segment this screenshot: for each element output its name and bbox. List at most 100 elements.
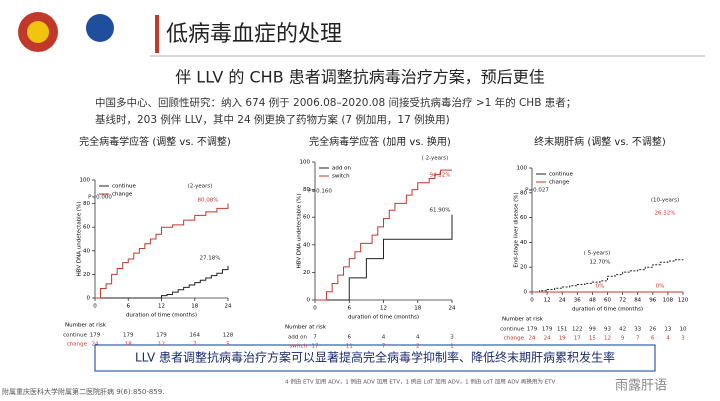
chart-title: 完全病毒学应答 (调整 vs. 不调整) xyxy=(79,135,231,148)
intro: 中国多中心、回顾性研究：纳入 674 例于 2006.08–2020.08 间接… xyxy=(95,96,576,109)
legend-label: continue xyxy=(549,172,574,178)
y-axis-label: HBV DNA undetectable (%) xyxy=(77,202,83,277)
x-tick-label: 60 xyxy=(604,298,611,304)
y-tick-label: 60 xyxy=(83,225,90,231)
risk-value: 93 xyxy=(604,327,611,333)
annotation: 0% xyxy=(656,284,665,290)
x-tick-label: 18 xyxy=(414,306,421,312)
risk-value: 179 xyxy=(123,333,134,339)
x-tick-label: 18 xyxy=(191,304,198,310)
risk-value: 26 xyxy=(649,327,656,333)
legend-label: change xyxy=(112,192,133,198)
logo xyxy=(86,14,114,42)
risk-value: 13 xyxy=(664,327,671,333)
y-axis-label: HBV DNA undetectable (%) xyxy=(297,194,303,269)
step-line xyxy=(315,214,453,301)
x-tick-label: 6 xyxy=(127,304,131,310)
x-tick-label: 24 xyxy=(225,304,232,310)
annotation: P<0.000 xyxy=(88,195,112,201)
y-tick-label: 100 xyxy=(300,160,311,166)
y-tick-label: 80 xyxy=(520,190,527,196)
x-tick-label: 0 xyxy=(93,304,97,310)
annotation: ( 2-years) xyxy=(422,156,449,162)
risk-value: 7 xyxy=(313,335,317,341)
risk-value: 7 xyxy=(193,342,197,348)
annotation: ( 5-years) xyxy=(584,251,611,257)
risk-value: 3 xyxy=(450,335,454,341)
annotation: 94.12% xyxy=(430,173,451,179)
risk-value: 122 xyxy=(572,327,583,333)
risk-value: 19 xyxy=(559,336,566,342)
y-tick-label: 100 xyxy=(517,166,528,172)
title-mark xyxy=(155,15,159,53)
y-axis-label: End-stage liver disease (%) xyxy=(514,192,520,267)
risk-value: 4 xyxy=(666,336,670,342)
risk-value: 24 xyxy=(92,342,99,348)
subtitle: 伴 LLV 的 CHB 患者调整抗病毒治疗方案，预后更佳 xyxy=(175,68,545,87)
risk-value: 164 xyxy=(190,333,201,339)
risk-value: 17 xyxy=(574,336,581,342)
annotation: (2-years) xyxy=(188,184,213,190)
risk-value: 1 xyxy=(450,344,454,350)
risk-row-name: continue xyxy=(500,327,525,333)
risk-value: 6 xyxy=(651,336,655,342)
risk-value: 3 xyxy=(681,336,685,342)
annotation: 12.70% xyxy=(590,260,611,266)
risk-value: 179 xyxy=(527,327,538,333)
y-tick-label: 100 xyxy=(80,178,91,184)
risk-value: 6 xyxy=(348,335,352,341)
risk-row-name: continue xyxy=(63,333,88,339)
legend-label: add on xyxy=(332,166,351,172)
risk-title: Number at risk xyxy=(65,323,107,329)
risk-value: 24 xyxy=(544,336,551,342)
x-tick-label: 36 xyxy=(574,298,581,304)
risk-value: 10 xyxy=(680,327,687,333)
risk-row-name: add on xyxy=(288,335,307,341)
risk-row-name: change xyxy=(67,342,88,348)
risk-title: Number at risk xyxy=(502,317,544,323)
y-tick-label: 0 xyxy=(307,298,311,304)
risk-value: 5 xyxy=(226,342,230,348)
risk-row-name: change xyxy=(504,336,525,342)
x-axis-label: duration of time (months) xyxy=(572,307,643,313)
y-tick-label: 60 xyxy=(303,215,310,221)
source: 附属重庆医科大学附属第二医院肝病 9(6):850-859. xyxy=(2,387,164,396)
annotation: 61.90% xyxy=(430,208,451,214)
step-line xyxy=(95,203,229,299)
risk-value: 18 xyxy=(125,342,132,348)
annotation: (10-years) xyxy=(651,198,679,204)
y-tick-label: 40 xyxy=(303,242,310,248)
step-line xyxy=(95,265,229,299)
y-tick-label: 40 xyxy=(83,248,90,254)
risk-value: 2 xyxy=(416,344,420,350)
x-tick-label: 12 xyxy=(380,306,387,312)
x-tick-label: 84 xyxy=(634,298,641,304)
risk-value: 179 xyxy=(90,333,101,339)
y-tick-label: 40 xyxy=(520,240,527,246)
risk-value: 12 xyxy=(604,336,611,342)
x-tick-label: 24 xyxy=(559,298,566,304)
risk-value: 15 xyxy=(589,336,596,342)
y-tick-label: 80 xyxy=(83,201,90,207)
x-tick-label: 72 xyxy=(619,298,626,304)
note: 4 例由 ETV 加用 ADV，1 例由 ADV 加用 ETV，1 例由 LdT… xyxy=(285,378,555,386)
risk-value: 24 xyxy=(529,336,536,342)
x-tick-label: 6 xyxy=(348,306,352,312)
risk-title: Number at risk xyxy=(285,325,327,331)
y-tick-label: 20 xyxy=(83,272,90,278)
risk-value: 128 xyxy=(223,333,234,339)
chart-title: 终末期肝病 (调整 vs. 不调整) xyxy=(534,135,666,148)
risk-value: 12 xyxy=(158,342,165,348)
title: 低病毒血症的处理 xyxy=(166,22,342,47)
risk-value: 4 xyxy=(416,335,420,341)
x-tick-label: 0 xyxy=(313,306,317,312)
x-tick-label: 0 xyxy=(530,298,534,304)
y-tick-label: 20 xyxy=(303,270,310,276)
x-tick-label: 12 xyxy=(544,298,551,304)
risk-value: 151 xyxy=(557,327,568,333)
x-tick-label: 12 xyxy=(158,304,165,310)
risk-value: 179 xyxy=(542,327,553,333)
legend-label: continue xyxy=(112,184,137,190)
